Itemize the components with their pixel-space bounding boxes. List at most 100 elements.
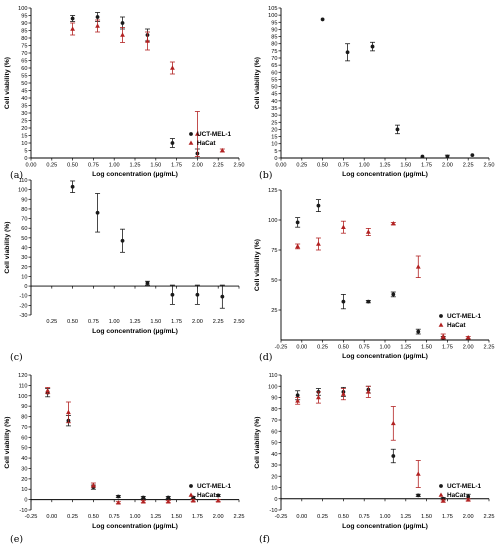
x-tick-label: -0.25 — [275, 514, 288, 520]
x-tick-label: 0.25 — [67, 514, 78, 520]
data-point-triangle — [365, 389, 371, 394]
y-tick-label: 10 — [21, 274, 27, 280]
x-tick-label: 1.50 — [421, 514, 432, 520]
y-tick-label: 70 — [21, 425, 27, 431]
data-point-triangle — [341, 391, 346, 396]
y-axis-title: Cell viability (%) — [4, 416, 11, 468]
x-tick-label: 0.50 — [338, 514, 349, 520]
legend-label: UCT-MEL-1 — [197, 483, 232, 490]
y-tick-label: 60 — [271, 70, 277, 76]
x-tick-label: 1.50 — [150, 163, 161, 169]
y-tick-label: 10 — [21, 141, 27, 147]
legend: UCT-MEL-1 HaCat — [438, 313, 482, 329]
x-tick-label: 1.25 — [400, 345, 411, 351]
data-point-circle — [420, 154, 425, 159]
data-point-triangle — [95, 23, 100, 28]
legend-marker-triangle — [188, 492, 194, 497]
data-point-triangle — [390, 221, 396, 226]
legend-marker-circle — [439, 314, 443, 318]
y-tick-label: 5 — [274, 149, 277, 155]
legend-marker-triangle — [438, 492, 444, 497]
y-tick-label: 60 — [21, 435, 27, 441]
y-tick-label: 30 — [21, 466, 27, 472]
y-tick-label: -10 — [19, 508, 27, 514]
data-point-triangle — [465, 335, 471, 340]
panel-label: (a) — [10, 170, 23, 181]
data-point-triangle — [190, 498, 196, 503]
y-tick-label: 75 — [271, 49, 277, 55]
data-point-circle — [120, 21, 125, 25]
x-tick-label: 0.25 — [296, 163, 307, 169]
y-tick-label: 0 — [24, 156, 27, 162]
x-tick-label: 1.50 — [400, 163, 411, 169]
x-axis-title: Log concentration (µg/mL) — [342, 523, 428, 530]
y-tick-label: 80 — [21, 36, 27, 42]
y-tick-label: 50 — [21, 81, 27, 87]
y-tick-label: -10 — [269, 508, 277, 514]
legend: UCT-MEL-1 HaCat — [188, 131, 232, 147]
chart-panel-c: -30 -20 -10 0 10 20 30 40 50 60 70 80 90 100 110 0.25 0.… — [4, 178, 244, 363]
legend-label: HaCat — [197, 492, 216, 499]
panel-label: (d) — [259, 352, 273, 363]
x-tick-label: 2.25 — [484, 345, 495, 351]
chart-panel-d: 25 50 75 100 125 -0.25 0.00 0.25 0.50 0.75 1.00 1.2… — [254, 188, 494, 363]
y-axis-title: Cell viability (%) — [254, 416, 261, 468]
y-axis-title: Cell viability (%) — [4, 221, 11, 273]
y-tick-label: 60 — [21, 66, 27, 72]
data-point-circle — [445, 154, 450, 159]
x-tick-label: 1.75 — [442, 345, 453, 351]
y-tick-label: 70 — [21, 51, 27, 57]
series-samples — [70, 180, 225, 309]
y-tick-label: 0 — [24, 284, 27, 290]
data-point-circle — [116, 494, 121, 499]
y-tick-label: 40 — [271, 99, 277, 105]
data-point-circle — [95, 15, 100, 19]
x-tick-label: 0.75 — [109, 514, 120, 520]
x-tick-label: 1.75 — [192, 514, 203, 520]
data-point-triangle — [415, 264, 421, 269]
x-tick-label: 0.50 — [317, 163, 328, 169]
legend-marker-circle — [439, 484, 443, 488]
y-tick-label: 10 — [271, 486, 277, 492]
data-point-triangle — [316, 241, 321, 246]
data-point-triangle — [140, 499, 146, 504]
series-hacat — [295, 220, 471, 340]
x-tick-label: 1.00 — [380, 345, 391, 351]
data-point-circle — [416, 493, 421, 498]
x-tick-label: 0.50 — [67, 319, 78, 325]
data-point-circle — [120, 238, 125, 243]
data-point-circle — [341, 299, 346, 304]
series-uct-mel-1 — [295, 385, 471, 501]
data-point-triangle — [45, 387, 51, 393]
x-axis-title: Log concentration (µg/mL) — [92, 328, 178, 335]
y-tick-label: 80 — [271, 42, 277, 48]
data-point-triangle — [120, 32, 125, 37]
x-tick-label: 0.00 — [46, 514, 57, 520]
y-tick-label: 90 — [271, 27, 277, 33]
y-tick-label: 100 — [18, 6, 27, 12]
data-point-triangle — [195, 131, 200, 136]
legend-marker-triangle — [438, 322, 444, 327]
x-axis-title: Log concentration (µg/mL) — [92, 171, 178, 178]
legend-label: UCT-MEL-1 — [447, 483, 482, 490]
data-point-circle — [220, 294, 225, 299]
y-tick-label: 110 — [19, 383, 28, 389]
x-tick-label: 2.00 — [192, 163, 203, 169]
x-tick-label: 2.00 — [442, 163, 453, 169]
y-tick-label: 125 — [268, 188, 277, 194]
y-tick-label: 10 — [271, 142, 277, 148]
x-tick-label: 2.25 — [463, 163, 474, 169]
x-tick-label: 1.00 — [380, 514, 391, 520]
x-tick-label: 1.25 — [400, 514, 411, 520]
y-tick-label: 90 — [21, 21, 27, 27]
y-tick-label: 70 — [271, 56, 277, 62]
data-point-circle — [370, 44, 375, 49]
x-tick-label: 1.75 — [421, 163, 432, 169]
y-tick-label: 95 — [271, 20, 277, 26]
y-tick-label: 75 — [21, 44, 27, 50]
data-point-triangle — [440, 333, 446, 339]
y-tick-label: 110 — [19, 178, 28, 184]
y-tick-label: 0 — [274, 497, 277, 503]
data-point-circle — [395, 127, 400, 132]
y-tick-label: 105 — [268, 6, 277, 12]
